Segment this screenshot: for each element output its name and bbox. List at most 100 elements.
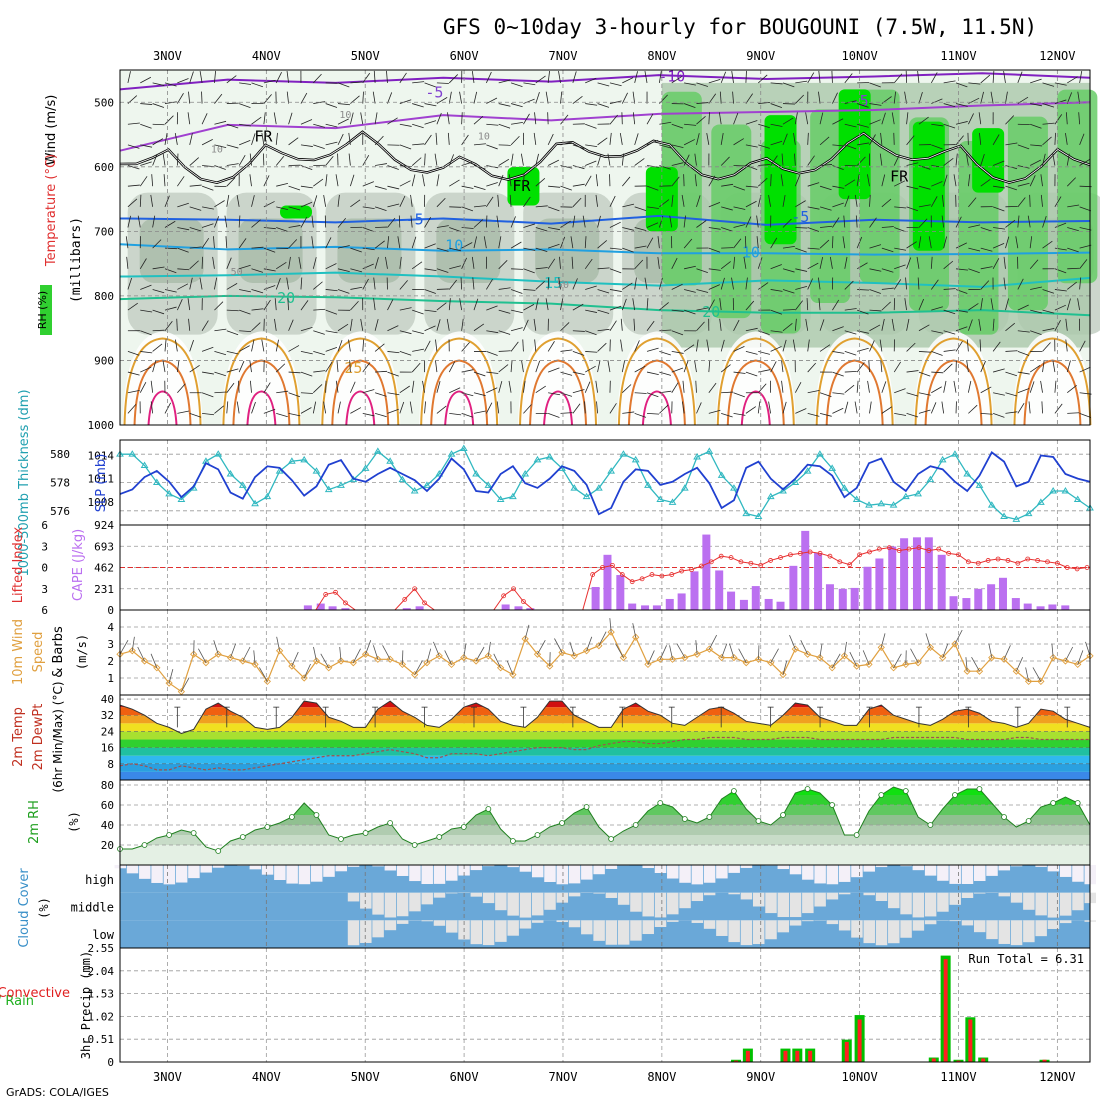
wind-barb (807, 182, 820, 187)
wind-barb (471, 70, 475, 83)
wind-barb (139, 194, 142, 207)
wind-barb (657, 256, 660, 269)
wind-barb (832, 202, 844, 208)
wind-barb (201, 237, 210, 249)
wind-barb (523, 82, 536, 86)
wind-barb (1017, 388, 1030, 394)
li-marker (1064, 565, 1070, 570)
wind-barb (127, 302, 138, 311)
thickness-marker (791, 478, 800, 485)
wind-barb (733, 185, 745, 191)
thickness-marker (668, 498, 677, 505)
wind-barb (819, 319, 825, 331)
wind-barb-10m (414, 660, 423, 675)
wind-barb-10m (213, 640, 219, 655)
precip-convective-bar (968, 1019, 973, 1062)
cloud-clear-cell (581, 920, 593, 935)
wind-barb (239, 330, 252, 333)
li-marker (797, 550, 803, 556)
cloud-clear-cell (728, 865, 740, 873)
cloud-clear-cell (421, 920, 433, 922)
wind-barb (461, 206, 474, 212)
wind-barb (585, 365, 596, 373)
precip-tick-2: 1.02 (88, 1010, 115, 1023)
wind-barb (350, 300, 359, 311)
contour-label-15: 10 (339, 110, 351, 121)
wind-barb (176, 299, 183, 311)
wind-barb (718, 112, 722, 125)
wind-barb-10m (831, 653, 841, 668)
thickness-marker (435, 470, 444, 477)
wind-barb (708, 175, 716, 187)
wind-barb (597, 240, 608, 249)
cloud-clear-cell (323, 865, 335, 877)
ylabel-wind-speed: Speed (31, 632, 46, 673)
wind-barb (807, 362, 816, 373)
cloud-clear-cell (605, 920, 618, 945)
thickness-marker (828, 464, 837, 471)
wind-barb (362, 227, 375, 232)
wind-barb (399, 256, 402, 269)
wind-barb (671, 194, 674, 207)
wind-barb (127, 277, 133, 290)
wind-barb (276, 390, 289, 394)
wind-barb (127, 71, 131, 83)
wind-barb (350, 199, 361, 208)
wind-barb (273, 112, 277, 125)
wind-barb (251, 82, 264, 88)
wind-barb-10m (554, 638, 563, 653)
wind-barb (597, 103, 610, 108)
wind-barb (559, 256, 561, 269)
thickness-marker (1012, 515, 1021, 522)
thickness-marker (607, 467, 616, 474)
wind-speed-marker (607, 628, 615, 636)
cloud-clear-cell (593, 865, 605, 875)
wind-barb (127, 184, 140, 187)
wind-barb (620, 318, 623, 331)
cloud-clear-cell (544, 892, 556, 910)
thickness-tick-578: 578 (50, 477, 70, 490)
wind-barb (188, 318, 191, 331)
wind-speed-marker (239, 657, 247, 665)
thickness-marker (877, 499, 886, 507)
wind-barb (288, 256, 291, 269)
wind-barb (275, 278, 281, 290)
wind-barb (560, 322, 570, 332)
wind-barb (770, 289, 783, 292)
cloud-clear-cell (630, 920, 642, 941)
wind-barb (856, 156, 866, 166)
wind-barb (362, 412, 375, 417)
thickness-marker (705, 447, 714, 454)
li-marker (916, 545, 922, 551)
thickness-marker (177, 495, 186, 502)
wind-barb (980, 386, 992, 394)
li-marker (847, 562, 853, 568)
thickness-marker (963, 470, 972, 477)
wind-barb (869, 134, 876, 146)
wind-barb (869, 309, 882, 312)
wind-barb (906, 185, 919, 190)
wind-barb (449, 387, 461, 394)
temp-minus10-contour (119, 72, 1091, 91)
rh-marker (878, 792, 885, 798)
wind-barb (930, 402, 937, 414)
cloud-clear-cell (667, 865, 679, 879)
wind-barb-10m (487, 641, 491, 656)
cape-bar (764, 598, 773, 610)
wind-barb (188, 91, 191, 104)
cape-bar (949, 596, 958, 610)
thickness-marker (889, 501, 898, 508)
wind-barb (1066, 92, 1073, 104)
wind-barb (819, 256, 824, 269)
wind-barb (733, 346, 745, 352)
cape-bar (974, 588, 983, 610)
wind-barb-10m (738, 648, 747, 663)
wind-barb (274, 318, 277, 331)
wind-barb (387, 217, 396, 228)
wind-barb (214, 200, 225, 208)
wind-barb (411, 380, 415, 393)
wind-speed-marker (1000, 655, 1008, 663)
wind-barb-10m (320, 653, 330, 668)
wind-barb (300, 216, 308, 228)
